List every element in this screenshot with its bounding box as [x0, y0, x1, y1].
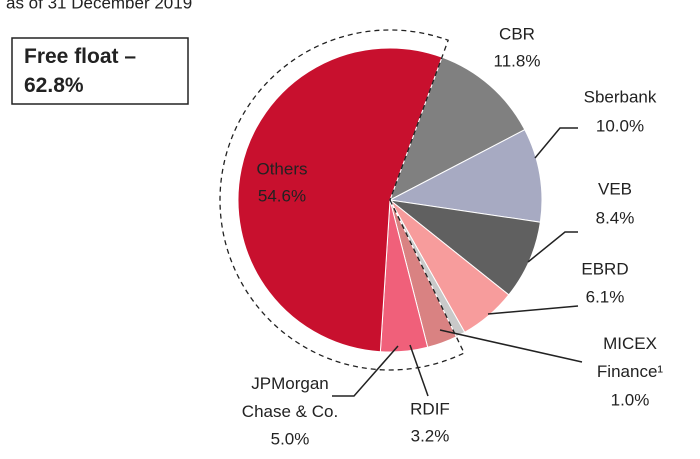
slice-label: JPMorgan Chase & Co.: [242, 374, 338, 421]
leader-line: [409, 344, 429, 397]
slice-label: Sberbank: [584, 87, 657, 106]
leader-line: [439, 329, 583, 363]
pie-slice: [389, 56, 526, 202]
annotation: Free float – 62.8%: [24, 45, 136, 97]
slice-value: 5.0%: [271, 429, 310, 448]
slice-value: 6.1%: [586, 287, 625, 306]
slice-label: VEB: [598, 179, 632, 198]
text-line: Finance¹: [597, 362, 663, 381]
leader-line: [487, 305, 579, 315]
pie-slice: [388, 128, 543, 223]
slice-value: 1.0%: [611, 390, 650, 409]
leader-line: [527, 231, 578, 263]
text-line: 62.8%: [24, 74, 84, 97]
text-line: MICEX: [603, 334, 657, 353]
slice-value: 11.8%: [494, 51, 541, 70]
text-line: Chase & Co.: [242, 402, 338, 421]
slice-value: 10.0%: [596, 116, 644, 135]
slice-value: 8.4%: [596, 208, 635, 227]
text-line: Free float –: [24, 45, 136, 68]
free-float-outline: [219, 29, 466, 371]
leader-line: [534, 127, 578, 159]
annotation-box: [11, 37, 189, 105]
slice-label: CBR: [499, 24, 535, 43]
slice-label: Others: [256, 159, 307, 178]
slice-label: EBRD: [581, 259, 628, 278]
slice-label: RDIF: [410, 399, 450, 418]
pie-slice: [237, 47, 443, 353]
leader-line: [332, 345, 399, 397]
subtitle: as of 31 December 2019: [6, 0, 192, 12]
slice-value: 3.2%: [411, 426, 450, 445]
slice-label: MICEX Finance¹: [597, 334, 663, 381]
slice-value: 54.6%: [258, 186, 306, 205]
text-line: JPMorgan: [251, 374, 328, 393]
